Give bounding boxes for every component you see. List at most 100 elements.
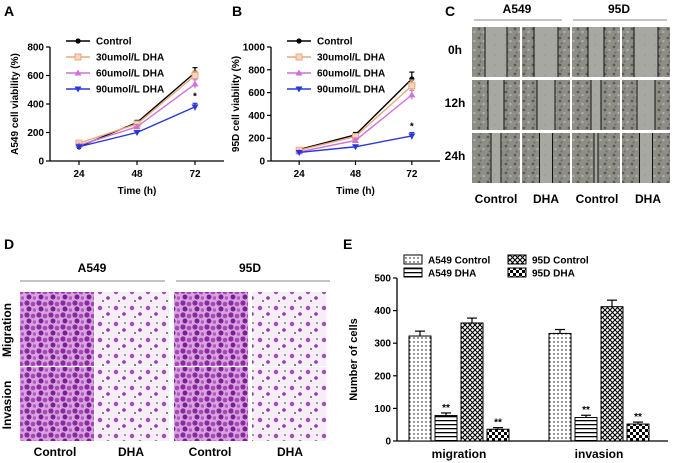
significance-mark: **: [634, 412, 642, 423]
bar: [460, 322, 484, 442]
legend-label: A549 Control: [428, 256, 490, 267]
wound-scratch: [588, 27, 604, 77]
wound-image-cell: [622, 27, 670, 77]
bar: [600, 306, 624, 442]
x-tick-label: 72: [189, 169, 201, 180]
transwell-image: [252, 292, 326, 366]
wound-image-cell: [572, 133, 620, 183]
x-tick-label: 48: [350, 169, 362, 180]
wound-group-label-a549: A549: [503, 2, 532, 16]
wound-image-cell: [622, 80, 670, 130]
significance-mark: **: [582, 405, 590, 416]
wound-row-label-0h: 0h: [448, 43, 462, 57]
wound-scratch: [634, 27, 658, 77]
y-tick-label: 400: [27, 100, 44, 111]
y-tick-label: 300: [374, 339, 391, 350]
legend-label: A549 DHA: [428, 269, 476, 280]
transwell-image-grid: [20, 292, 326, 441]
y-tick-label: 200: [27, 128, 44, 139]
significance-mark: *: [410, 122, 414, 133]
y-tick-label: 0: [385, 437, 391, 448]
wound-scratch: [539, 133, 553, 183]
data-point: [408, 91, 416, 98]
wound-scratch: [488, 80, 504, 130]
transwell-image: [20, 292, 94, 366]
legend-swatch: [507, 267, 527, 278]
wound-healing-panel: A549 95D 0h 12h 24h Control DHA Control …: [445, 2, 670, 206]
data-point: [133, 123, 141, 130]
bar: [486, 428, 510, 442]
wound-col-label-a549-dha: DHA: [533, 192, 559, 206]
legend-marker: [295, 86, 303, 93]
transwell-group-label-95d: 95D: [239, 261, 261, 275]
wound-image-cell: [522, 27, 570, 77]
x-axis-label: Time (h): [336, 186, 375, 197]
y-tick-label: 200: [248, 134, 265, 145]
y-tick-label: 100: [374, 404, 391, 415]
wound-image-cell: [572, 27, 620, 77]
wound-scratch: [594, 133, 598, 183]
y-tick-label: 0: [259, 157, 265, 168]
x-axis-label: Time (h): [118, 186, 157, 197]
panel-letter-c: C: [445, 3, 455, 19]
chart-95d-viability: 0 200 400 600 800 1000 24 48 72 Time (h) 95D cell …: [231, 37, 440, 197]
wound-image-cell: [522, 80, 570, 130]
bar: [626, 423, 650, 442]
wound-scratch: [537, 80, 555, 130]
legend-swatch: [403, 254, 423, 265]
series-line: [299, 94, 413, 153]
wound-group-label-95d: 95D: [608, 2, 630, 16]
x-category-label: migration: [432, 447, 487, 461]
legend-label: 30umol/L DHA: [317, 53, 385, 64]
transwell-row-label-migration: Migration: [0, 303, 14, 357]
wound-image-cell: [472, 80, 520, 130]
significance-mark: *: [193, 92, 197, 103]
wound-col-label-95d-control: Control: [576, 192, 619, 206]
significance-mark: **: [442, 403, 450, 414]
data-point: [191, 72, 199, 79]
legend-marker: [296, 38, 302, 44]
wound-scratch: [485, 27, 507, 77]
wound-row-label-12h: 12h: [445, 96, 466, 110]
data-point: [352, 144, 359, 151]
transwell-image: [95, 292, 169, 366]
legend-label: 90umol/L DHA: [96, 85, 164, 96]
legend-swatch: [403, 267, 423, 278]
data-point: [191, 104, 199, 111]
wound-image-cell: [572, 80, 620, 130]
legend-marker: [74, 69, 82, 76]
wound-scratch: [591, 80, 601, 130]
data-point: [408, 133, 416, 140]
transwell-row-label-invasion: Invasion: [0, 381, 14, 430]
x-tick-label: 24: [294, 169, 306, 180]
x-category-label: invasion: [575, 447, 624, 461]
wound-image-grid: [472, 27, 670, 183]
legend-marker: [295, 69, 303, 76]
y-tick-label: 500: [374, 274, 391, 285]
y-tick-label: 400: [248, 111, 265, 122]
y-tick-label: 800: [248, 65, 265, 76]
transwell-image: [252, 367, 326, 441]
data-point: [352, 136, 359, 143]
y-tick-label: 200: [374, 371, 391, 382]
bar: [434, 415, 458, 442]
y-tick-label: 800: [27, 43, 44, 54]
transwell-col-label-a549-control: Control: [34, 445, 77, 459]
legend-swatch: [507, 254, 527, 265]
legend-label: 95D Control: [532, 256, 589, 267]
legend-marker: [75, 38, 81, 44]
x-tick-label: 48: [131, 169, 143, 180]
transwell-col-label-95d-control: Control: [189, 445, 232, 459]
panel-letter-d: D: [4, 236, 14, 252]
x-tick-label: 72: [406, 169, 418, 180]
y-axis-label: 95D cell viability (%): [231, 56, 242, 152]
y-tick-label: 0: [38, 157, 44, 168]
data-point: [191, 80, 199, 87]
data-point: [295, 149, 303, 156]
data-point: [133, 130, 141, 136]
panel-letter-e: E: [343, 236, 352, 252]
wound-scratch: [491, 133, 501, 183]
y-axis-label: Number of cells: [348, 318, 360, 401]
wound-image-cell: [472, 133, 520, 183]
wound-scratch: [637, 80, 655, 130]
